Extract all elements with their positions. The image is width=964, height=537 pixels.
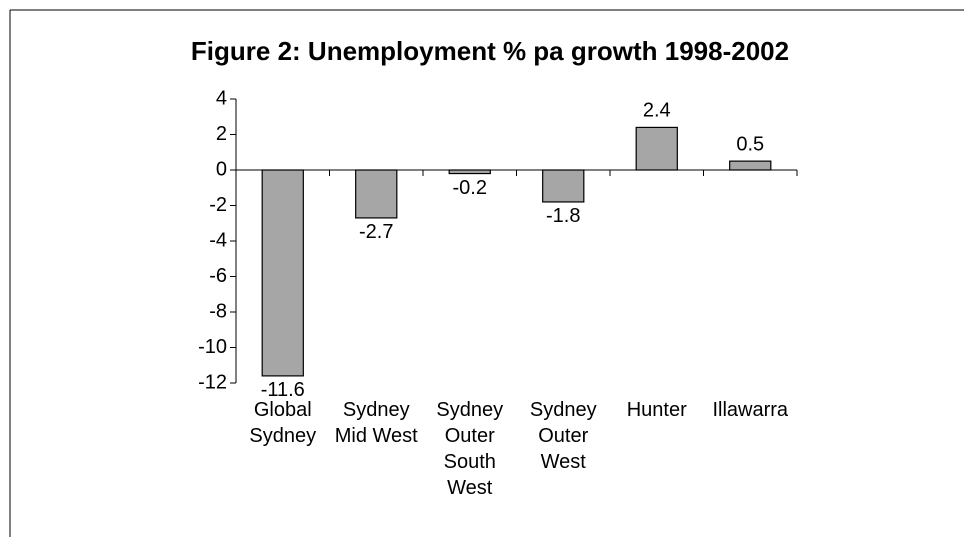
- y-tick-label: -8: [209, 300, 227, 322]
- data-label: -1.8: [546, 205, 580, 227]
- data-label: -2.7: [359, 221, 393, 243]
- y-tick-label: 4: [216, 87, 227, 109]
- y-tick-label: 0: [216, 158, 227, 180]
- y-tick-label: 2: [216, 123, 227, 145]
- bar: [635, 126, 678, 171]
- x-tick-label: Global Sydney: [249, 399, 317, 447]
- data-label: 2.4: [643, 100, 671, 122]
- x-tick-label: Sydney Outer West: [529, 399, 597, 473]
- x-tick-label: Illawarra: [712, 399, 789, 421]
- y-tick-label: -4: [209, 229, 227, 251]
- bar: [542, 169, 585, 203]
- chart-title: Figure 2: Unemployment % pa growth 1998-…: [191, 36, 789, 66]
- y-tick-label: -10: [198, 336, 227, 358]
- bar: [448, 169, 491, 175]
- bar: [729, 160, 772, 171]
- x-tick-label: Hunter: [626, 399, 687, 421]
- y-tick-label: -12: [198, 371, 227, 393]
- data-label: 0.5: [736, 133, 764, 155]
- data-label: -11.6: [261, 379, 305, 401]
- y-tick-label: -6: [209, 265, 227, 287]
- x-tick-label: Sydney Outer South West: [436, 399, 504, 499]
- bar: [355, 169, 398, 219]
- x-tick-label: Sydney Mid West: [334, 399, 418, 447]
- y-tick-label: -2: [209, 194, 227, 216]
- data-label: -0.2: [453, 177, 487, 199]
- bar: [261, 169, 304, 377]
